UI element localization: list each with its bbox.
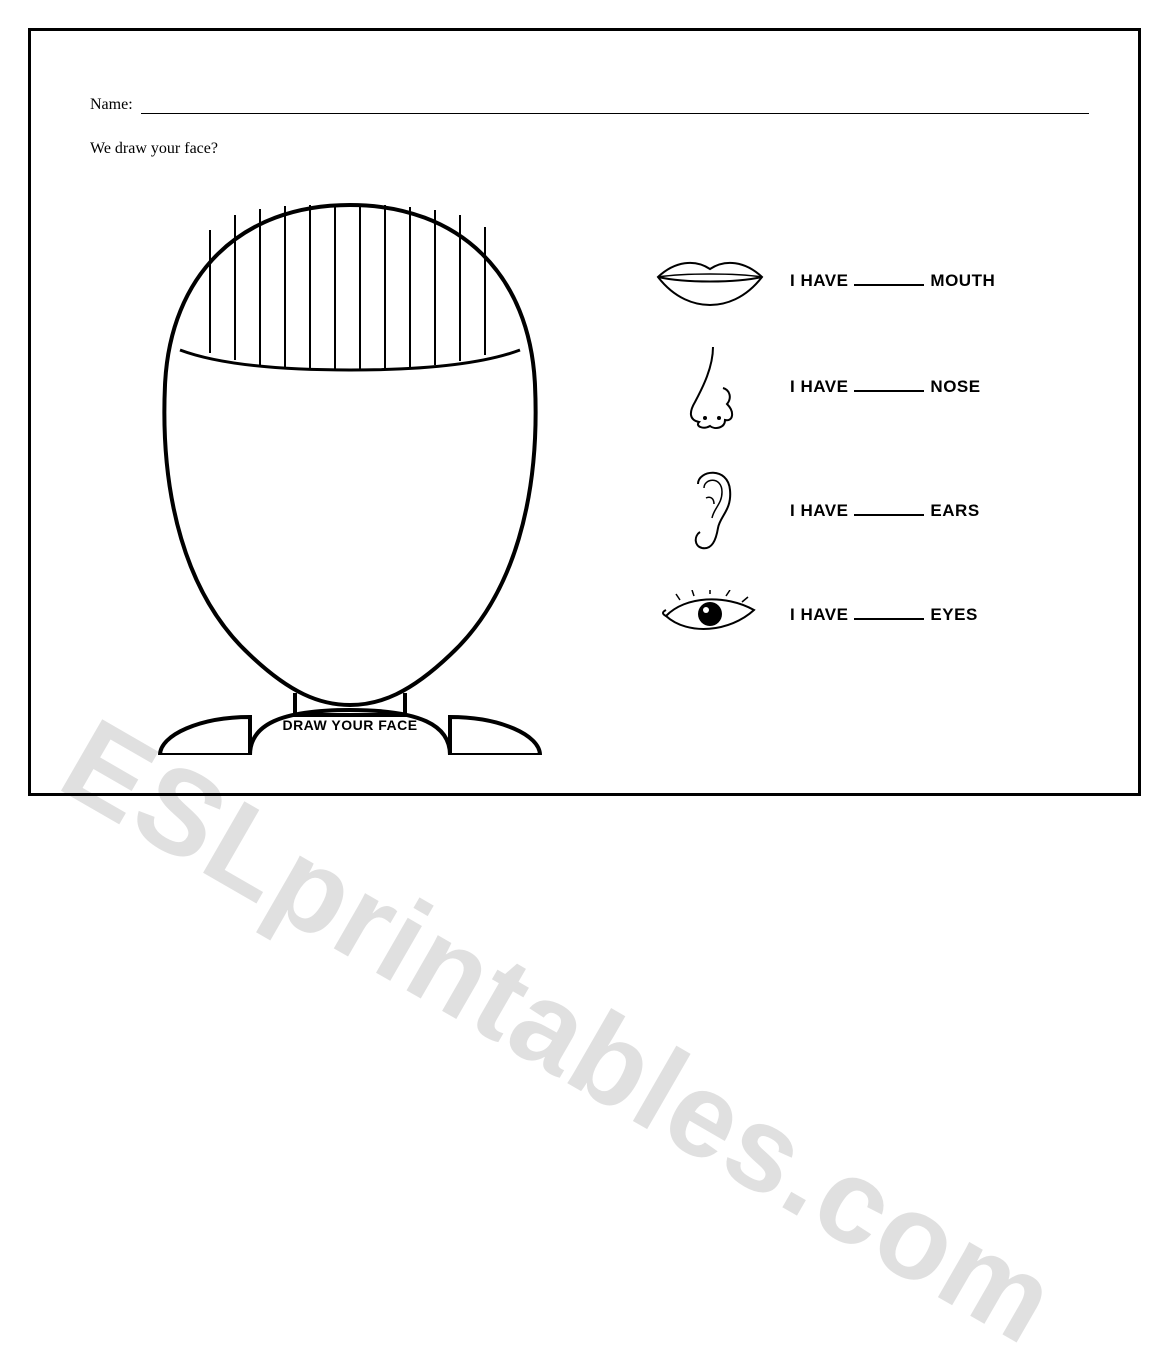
item-nose: I HAVE NOSE (630, 342, 1109, 432)
fill-text: I HAVE MOUTH (790, 271, 995, 291)
prefix: I HAVE (790, 501, 848, 521)
eye-icon (660, 590, 760, 640)
name-label: Name: (90, 96, 137, 114)
prompt-text: We draw your face? (90, 140, 1089, 158)
blank-line[interactable] (854, 606, 924, 620)
prefix: I HAVE (790, 271, 848, 291)
fill-text: I HAVE NOSE (790, 377, 981, 397)
name-row: Name: (90, 96, 1089, 114)
word: EYES (930, 605, 977, 625)
word: NOSE (930, 377, 980, 397)
blank-line[interactable] (854, 502, 924, 516)
item-mouth: I HAVE MOUTH (630, 253, 1109, 308)
header-block: Name: We draw your face? (90, 96, 1089, 158)
prefix: I HAVE (790, 605, 848, 625)
item-ears: I HAVE EARS (630, 466, 1109, 556)
prefix: I HAVE (790, 377, 848, 397)
name-input-line[interactable] (141, 100, 1089, 114)
word: EARS (930, 501, 979, 521)
blank-face-icon (100, 195, 600, 755)
items-list: I HAVE MOUTH I HAVE NOSE (630, 253, 1109, 674)
main-area: DRAW YOUR FACE I HAVE MOUTH (90, 195, 1109, 796)
blank-line[interactable] (854, 378, 924, 392)
ear-icon (680, 466, 740, 556)
item-eyes: I HAVE EYES (630, 590, 1109, 640)
face-caption: DRAW YOUR FACE (100, 717, 600, 733)
blank-line[interactable] (854, 272, 924, 286)
word: MOUTH (930, 271, 995, 291)
mouth-icon (650, 253, 770, 308)
fill-text: I HAVE EARS (790, 501, 980, 521)
fill-text: I HAVE EYES (790, 605, 978, 625)
nose-icon (675, 342, 745, 432)
face-figure: DRAW YOUR FACE (100, 195, 600, 755)
